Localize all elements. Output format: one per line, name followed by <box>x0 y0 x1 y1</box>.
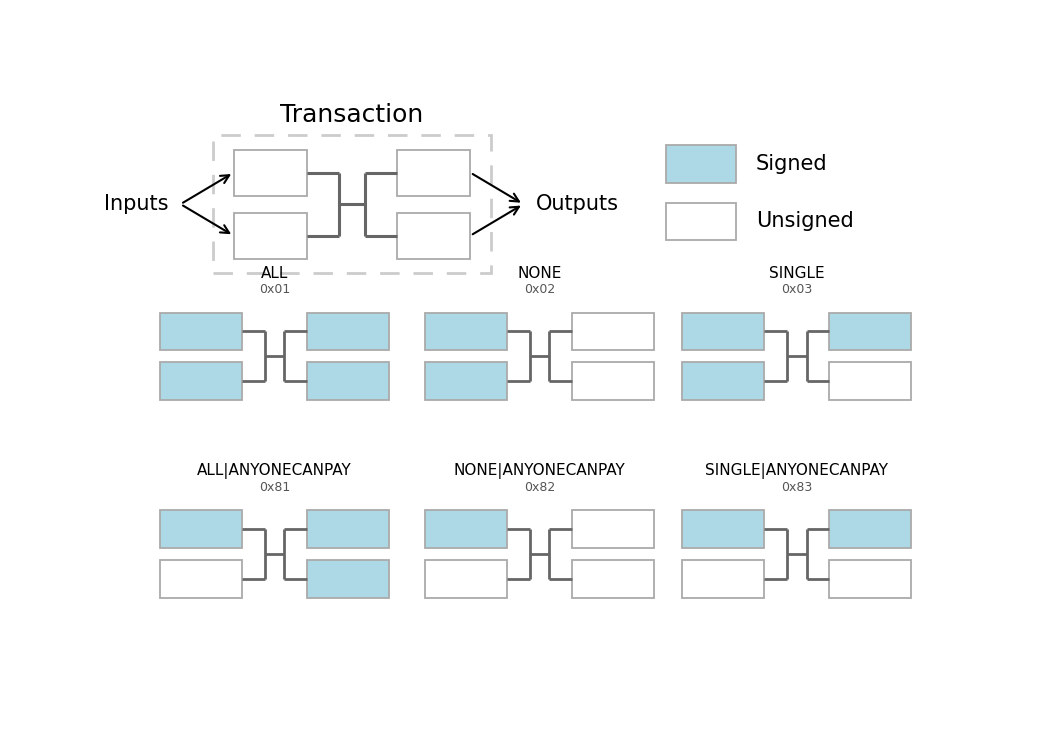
Bar <box>667 145 735 183</box>
Text: 0x83: 0x83 <box>781 481 812 495</box>
Text: Unsigned: Unsigned <box>756 212 854 232</box>
Bar <box>213 136 491 273</box>
Bar <box>307 313 389 350</box>
Text: Outputs: Outputs <box>536 194 618 214</box>
Bar <box>397 150 471 195</box>
Bar <box>682 510 764 548</box>
Bar <box>573 510 654 548</box>
Bar <box>160 363 242 400</box>
Bar <box>830 313 911 350</box>
Text: NONE|ANYONECANPAY: NONE|ANYONECANPAY <box>454 463 625 479</box>
Text: Inputs: Inputs <box>104 194 168 214</box>
Bar <box>830 510 911 548</box>
Text: 0x01: 0x01 <box>259 284 290 297</box>
Bar <box>234 150 307 195</box>
Bar <box>667 203 735 240</box>
Bar <box>682 560 764 597</box>
Text: 0x82: 0x82 <box>524 481 555 495</box>
Bar <box>573 313 654 350</box>
Bar <box>425 313 508 350</box>
Text: ALL|ANYONECANPAY: ALL|ANYONECANPAY <box>197 463 352 479</box>
Bar <box>573 560 654 597</box>
Text: Transaction: Transaction <box>280 103 423 127</box>
Text: SINGLE: SINGLE <box>769 266 824 281</box>
Bar <box>160 510 242 548</box>
Bar <box>307 510 389 548</box>
Text: ALL: ALL <box>261 266 289 281</box>
Bar <box>397 213 471 259</box>
Bar <box>425 510 508 548</box>
Bar <box>425 560 508 597</box>
Text: NONE: NONE <box>517 266 562 281</box>
Bar <box>830 560 911 597</box>
Bar <box>234 213 307 259</box>
Bar <box>573 363 654 400</box>
Bar <box>160 560 242 597</box>
Bar <box>160 313 242 350</box>
Text: 0x02: 0x02 <box>524 284 555 297</box>
Bar <box>682 313 764 350</box>
Text: 0x81: 0x81 <box>259 481 290 495</box>
Bar <box>307 560 389 597</box>
Text: 0x03: 0x03 <box>781 284 812 297</box>
Text: SINGLE|ANYONECANPAY: SINGLE|ANYONECANPAY <box>706 463 889 479</box>
Text: Signed: Signed <box>756 154 828 174</box>
Bar <box>830 363 911 400</box>
Bar <box>307 363 389 400</box>
Bar <box>425 363 508 400</box>
Bar <box>682 363 764 400</box>
